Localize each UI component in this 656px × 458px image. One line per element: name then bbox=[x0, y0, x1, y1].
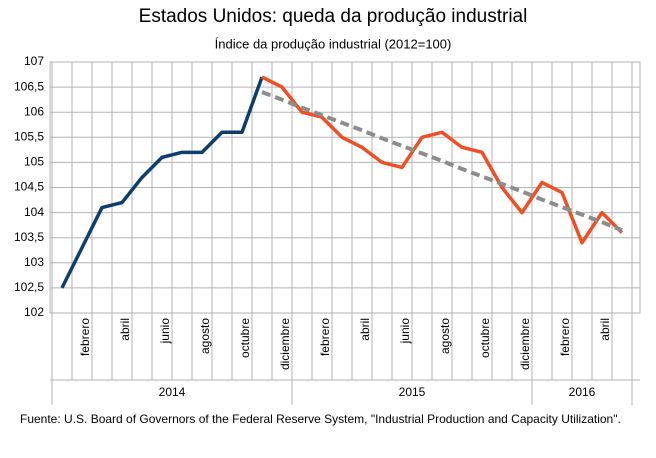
line-series bbox=[261, 75, 624, 245]
x-tick-label: junio bbox=[398, 318, 412, 345]
source: Fuente: U.S. Board of Governors of the F… bbox=[20, 412, 621, 426]
y-tick-label: 102,5 bbox=[14, 280, 44, 294]
x-tick-label: febrero bbox=[558, 318, 572, 356]
y-tick-label: 104 bbox=[24, 205, 44, 219]
line-series bbox=[60, 76, 264, 289]
y-tick-label: 102 bbox=[24, 305, 44, 319]
y-tick-label: 107 bbox=[24, 54, 44, 68]
y-tick-label: 106 bbox=[24, 104, 44, 118]
x-tick-label: abril bbox=[358, 318, 372, 341]
x-tick-label: agosto bbox=[438, 318, 452, 354]
y-tick-label: 103 bbox=[24, 255, 44, 269]
y-tick-label: 106,5 bbox=[14, 79, 44, 93]
x-tick-label: agosto bbox=[198, 318, 212, 354]
y-tick-label: 103,5 bbox=[14, 230, 44, 244]
year-label: 2015 bbox=[399, 385, 426, 399]
x-tick-label: febrero bbox=[318, 318, 332, 356]
y-tick-label: 105,5 bbox=[14, 129, 44, 143]
source-box: Fuente: U.S. Board of Governors of the F… bbox=[20, 412, 621, 426]
year-label: 2014 bbox=[159, 385, 186, 399]
x-tick-label: octubre bbox=[478, 318, 492, 358]
x-tick-label: abril bbox=[598, 318, 612, 341]
y-tick-label: 105 bbox=[24, 155, 44, 169]
x-tick-label: diciembre bbox=[278, 318, 292, 370]
line-series bbox=[261, 90, 623, 233]
x-tick-label: junio bbox=[158, 318, 172, 345]
x-tick-label: octubre bbox=[238, 318, 252, 358]
chart-title: Estados Unidos: queda da produção indust… bbox=[139, 6, 528, 27]
year-label: 2016 bbox=[569, 385, 596, 399]
x-tick-label: abril bbox=[118, 318, 132, 341]
x-tick-label: diciembre bbox=[518, 318, 532, 370]
chart-subtitle: Índice da produção industrial (2012=100) bbox=[215, 36, 452, 51]
x-tick-label: febrero bbox=[78, 318, 92, 356]
y-tick-label: 104,5 bbox=[14, 180, 44, 194]
